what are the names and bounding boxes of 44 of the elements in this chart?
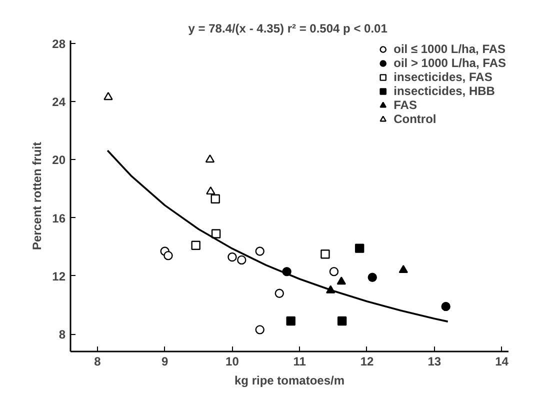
x-axis-title: kg ripe tomatoes/m — [234, 374, 345, 388]
point — [104, 92, 113, 100]
y-axis-title: Percent rotten fruit — [30, 142, 44, 250]
x-tick-label: 12 — [360, 354, 374, 368]
legend-label: oil ≤ 1000 L/ha, FAS — [394, 42, 506, 56]
point — [329, 266, 339, 276]
text: y = 78.4/(x - 4.35) r² = 0.504 p < 0.01 — [188, 22, 388, 36]
point — [255, 246, 264, 256]
point — [255, 325, 264, 334]
y-tick-label: 28 — [52, 36, 66, 51]
y-tick-label: 20 — [52, 153, 66, 168]
x-tick-label: 10 — [226, 354, 240, 368]
point — [206, 186, 216, 195]
point — [210, 194, 220, 204]
point — [398, 264, 408, 274]
x-tick-label: 8 — [94, 354, 102, 368]
y-tick-label: 16 — [52, 211, 66, 226]
point — [441, 302, 450, 312]
point — [164, 250, 173, 260]
x-tick-label: 13 — [428, 354, 442, 368]
point — [237, 255, 246, 265]
point — [336, 276, 346, 285]
legend-label: oil > 1000 L/ha, FAS — [394, 56, 506, 70]
point — [191, 240, 200, 250]
legend-label: FAS — [394, 98, 417, 112]
legend-label: Control — [394, 112, 436, 126]
y-tick-label: 24 — [52, 95, 66, 110]
legend-label: insecticides, FAS — [394, 70, 492, 84]
line-series — [106, 150, 449, 322]
point — [320, 250, 330, 259]
legend-label: insecticides, HBB — [394, 84, 495, 98]
x-tick-label: 9 — [162, 354, 168, 368]
y-tick-label: 8 — [58, 328, 66, 342]
x-tick-label: 11 — [293, 354, 306, 368]
x-tick-label: 14 — [495, 354, 509, 368]
point — [205, 154, 215, 163]
point — [211, 229, 221, 238]
point — [354, 244, 364, 253]
point — [286, 316, 296, 326]
point — [228, 252, 237, 262]
point — [274, 288, 284, 298]
point — [337, 316, 347, 326]
point — [368, 272, 377, 282]
y-tick-label: 12 — [52, 269, 66, 284]
